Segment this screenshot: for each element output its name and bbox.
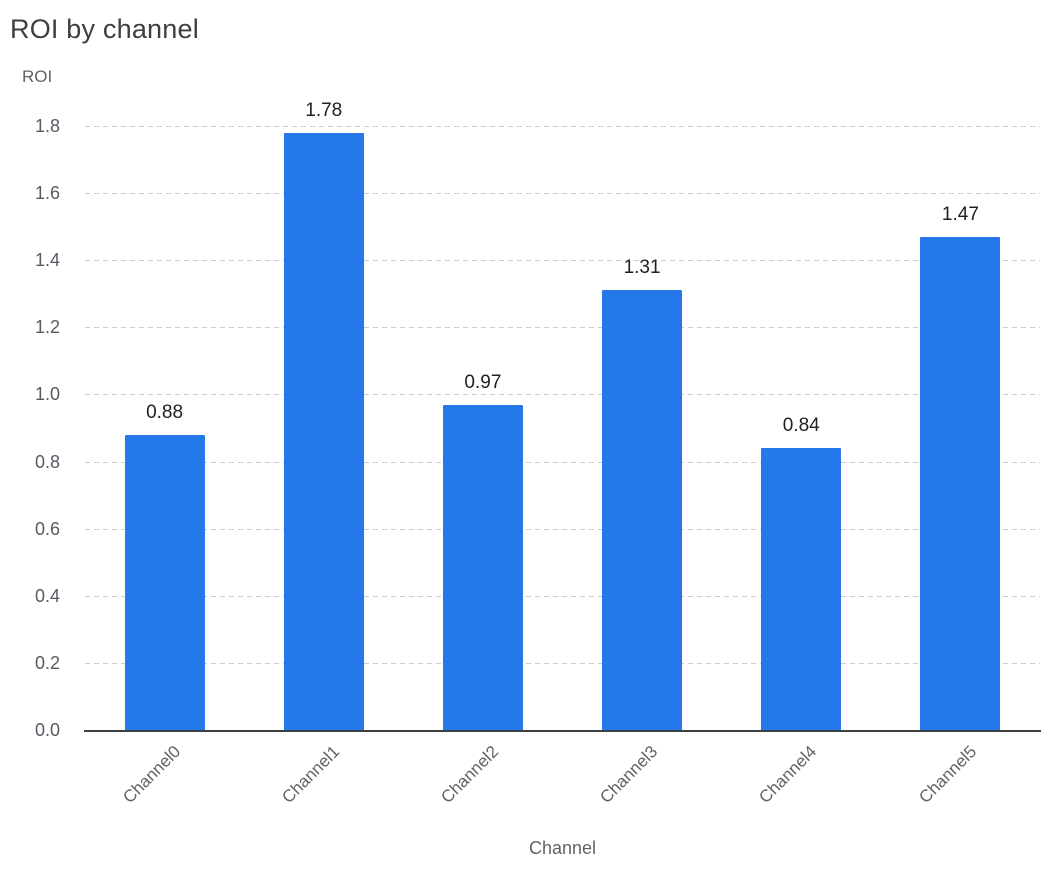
bar <box>602 290 683 730</box>
bar-value-label: 1.31 <box>623 257 661 279</box>
gridline <box>85 662 1040 664</box>
gridline <box>85 193 1040 195</box>
gridline <box>85 327 1040 329</box>
x-tick-text: Channel1 <box>278 742 344 807</box>
y-tick-label: 1.0 <box>34 384 60 405</box>
y-tick-label: 0.0 <box>34 720 60 740</box>
bar <box>761 448 842 730</box>
y-tick-label: 1.8 <box>34 116 60 136</box>
bar <box>124 434 205 730</box>
y-tick-label: 1.2 <box>34 317 60 338</box>
x-tick-text: Channel3 <box>596 742 662 807</box>
y-tick-label: 0.8 <box>34 451 60 472</box>
x-axis-title: Channel <box>528 838 597 858</box>
x-tick-text: Channel2 <box>437 742 503 807</box>
gridline <box>85 126 1040 127</box>
gridline <box>85 394 1040 396</box>
gridline <box>85 595 1040 597</box>
bar <box>920 236 1001 730</box>
y-tick-label: 0.2 <box>34 652 60 673</box>
y-tick-label: 1.6 <box>34 183 60 204</box>
bar <box>442 404 523 730</box>
chart-header: ROI by channel ROI <box>0 0 1048 87</box>
x-tick-text: Channel0 <box>119 742 185 807</box>
y-tick-label: 0.6 <box>34 518 60 539</box>
x-tick-text: Channel5 <box>914 742 980 807</box>
gridline <box>85 260 1040 262</box>
x-axis-line <box>84 730 1041 732</box>
bar-value-label: 0.88 <box>146 401 184 423</box>
bar <box>283 132 364 730</box>
bar-value-label: 0.84 <box>782 415 820 437</box>
bar-value-label: 1.47 <box>941 203 979 225</box>
gridline <box>85 461 1040 463</box>
chart-title: ROI by channel <box>10 14 199 44</box>
y-tick-label: 1.4 <box>34 250 60 271</box>
plot-area: Channel 0.0 0.2 0.4 0.6 0.8 1.0 1.2 1.4 1.6 1.8 0.… <box>0 93 1048 885</box>
y-axis-title: ROI <box>22 67 53 86</box>
gridline <box>85 528 1040 530</box>
x-tick-text: Channel4 <box>755 742 821 807</box>
y-tick-label: 0.4 <box>34 585 60 606</box>
bar-value-label: 0.97 <box>464 371 502 393</box>
bar-value-label: 1.78 <box>305 99 343 121</box>
